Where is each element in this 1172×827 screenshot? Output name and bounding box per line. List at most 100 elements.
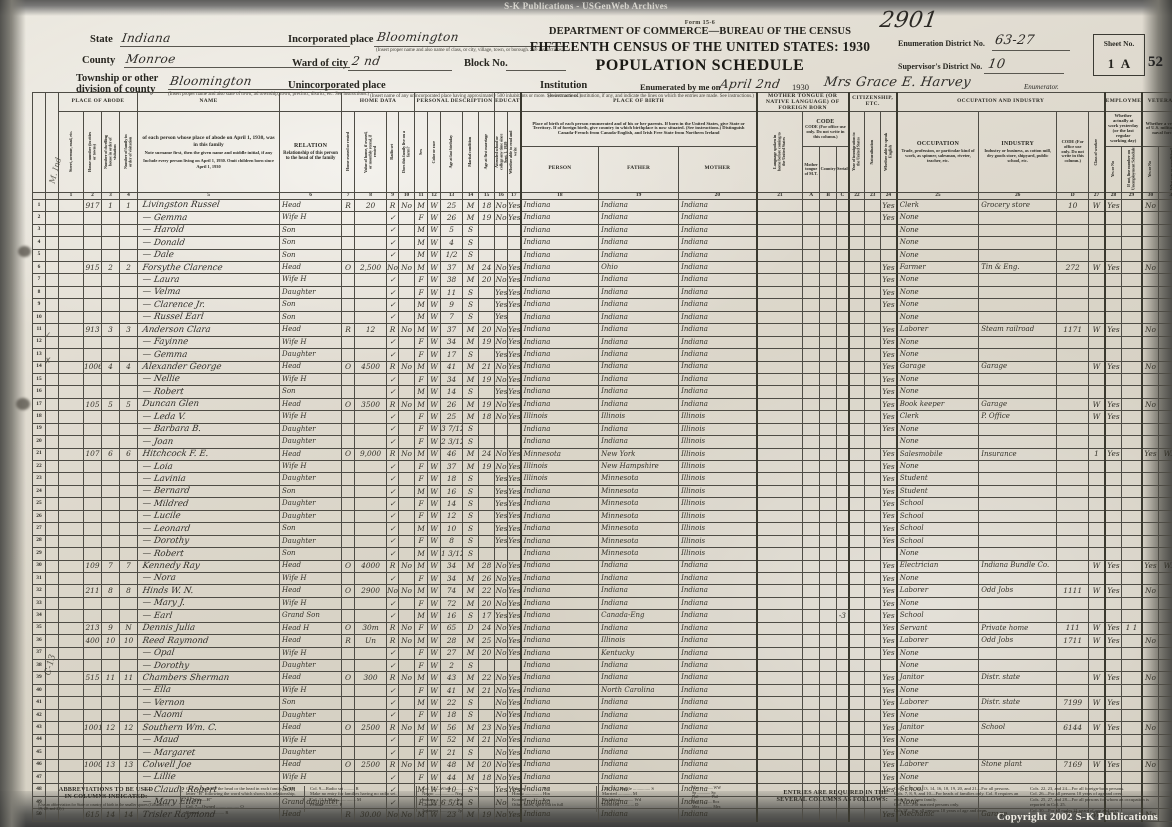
cell-line: [1121, 323, 1143, 337]
group-personal-description: PERSONAL DESCRIPTION: [414, 91, 496, 113]
war-legend-item: Phil ........... Phil: [692, 794, 718, 800]
cell-age: 37: [440, 459, 464, 474]
cell-yr: [847, 298, 866, 312]
cell-fam: [118, 547, 139, 561]
cell-bf: Indiana: [598, 422, 680, 437]
cell-age: 56: [440, 721, 464, 735]
cell-own: O: [341, 584, 356, 598]
cell-fam: [118, 683, 139, 698]
cell-vet: No: [1140, 758, 1160, 772]
cell-radio: ✓: [386, 795, 400, 810]
cell-ser: [836, 223, 850, 238]
cell-rel: Head: [279, 584, 343, 598]
cell-bf: Indiana: [598, 323, 680, 337]
schedule-rows: 1 917 1 1 Livingston Russel Head R 20 R No M W 25 M 18…: [32, 198, 1172, 822]
cell-cls: [1088, 422, 1106, 437]
cell-rel: Head: [279, 758, 343, 772]
cell-mt: [802, 596, 821, 611]
cell-mt: [802, 298, 821, 312]
cell-sch: [494, 248, 509, 263]
cell-dwell: [101, 484, 120, 499]
cell-nat: [864, 621, 882, 636]
margin-cell: [45, 522, 59, 536]
colnum: 26: [978, 191, 1058, 200]
cell-sch: No: [494, 360, 509, 374]
line-number-left: 3: [32, 223, 46, 238]
cell-occ: Laborer: [895, 634, 980, 648]
cell-age: 38: [440, 273, 464, 287]
cell-bf: Indiana: [598, 770, 680, 785]
cell-own: O: [341, 260, 356, 275]
cell-code: [1056, 397, 1090, 412]
cell-ser: -3: [836, 609, 850, 623]
cell-nat: [864, 584, 882, 598]
cell-rel: Daughter: [279, 509, 343, 524]
cell-line: [1121, 348, 1143, 362]
cell-occ: None: [895, 211, 980, 225]
cell-bp: Indiana: [519, 596, 600, 611]
cell-rel: Daughter: [279, 472, 343, 486]
cell-emp: [1103, 310, 1123, 325]
cell-radio: ✓: [386, 410, 400, 424]
cell-lang: [755, 273, 804, 287]
cell-ind: [978, 547, 1058, 561]
cell-bm: Indiana: [678, 708, 758, 723]
cell-street: [58, 770, 84, 785]
cell-eng: Yes: [880, 447, 898, 462]
cell-farm: No: [398, 671, 416, 685]
cell-fam: [118, 746, 139, 760]
cell-nat: [864, 260, 882, 275]
col-street-label: Street, avenue, road, etc.: [67, 131, 73, 173]
cell-age: 18: [440, 472, 464, 486]
cell-eng: Yes: [880, 285, 898, 300]
cell-radio: ✓: [386, 348, 400, 362]
table-row: 39 515 11 11 Chambers Sherman Head O 300 R No M W 43…: [32, 671, 1172, 685]
cell-ser: [836, 397, 850, 412]
col-birth-person-label: PERSON: [519, 145, 600, 193]
line-number-left: 7: [32, 273, 46, 287]
cell-mar: M: [462, 410, 480, 424]
cell-ctry: [819, 323, 838, 337]
cell-occ: Laborer: [895, 584, 980, 598]
cell-fam: [118, 236, 139, 250]
cell-bf: Indiana: [598, 758, 680, 772]
table-row: 31— Nora Wife H ✓ F W 34 M 26 No Yes Indiana Indian…: [32, 571, 1172, 586]
cell-cls: [1088, 298, 1106, 312]
cell-agem: 19: [478, 372, 496, 387]
cell-yr: [847, 671, 866, 685]
cell-vet: [1140, 770, 1160, 785]
cell-sex: F: [414, 372, 429, 387]
cell-rel: Son: [279, 298, 343, 312]
cell-bm: Illinois: [678, 459, 758, 474]
group-education: EDUCATION: [494, 91, 522, 113]
cell-race: W: [427, 621, 442, 636]
cell-sex: M: [414, 236, 429, 250]
cell-bm: Indiana: [678, 248, 758, 263]
cell-radio: No: [386, 260, 400, 275]
cell-dwell: 7: [101, 559, 120, 573]
table-row: 6 915 2 2 Forsythe Clarence Head O 2,500 No No M W 3…: [32, 260, 1172, 275]
cell-agem: 25: [478, 634, 496, 648]
table-row: 4— Donald Son ✓ M W 4 S Indiana Indiana Indiana No…: [32, 236, 1172, 250]
line-number-left: 20: [32, 435, 46, 449]
margin-cell: [45, 584, 59, 598]
cell-bp: Indiana: [519, 733, 600, 748]
cell-sex: F: [414, 795, 429, 810]
cell-val: [354, 348, 388, 362]
col-code-mt-label: Mother tongue of M.T.: [802, 145, 821, 193]
cell-code: [1056, 422, 1090, 437]
cell-radio: ✓: [386, 609, 400, 623]
cell-rel: Head: [279, 721, 343, 735]
cell-vet: [1140, 609, 1160, 623]
cell-cls: [1088, 646, 1106, 661]
cell-mt: [802, 248, 821, 263]
cell-val: 12: [354, 323, 388, 337]
cell-street: [58, 671, 84, 685]
cell-occ: School: [895, 783, 980, 797]
cell-own: [341, 223, 356, 238]
line-number-left: 45: [32, 746, 46, 760]
cell-radio: ✓: [386, 372, 400, 387]
cell-vet: [1140, 547, 1160, 561]
cell-sex: M: [414, 323, 429, 337]
cell-bp: Indiana: [519, 783, 600, 797]
